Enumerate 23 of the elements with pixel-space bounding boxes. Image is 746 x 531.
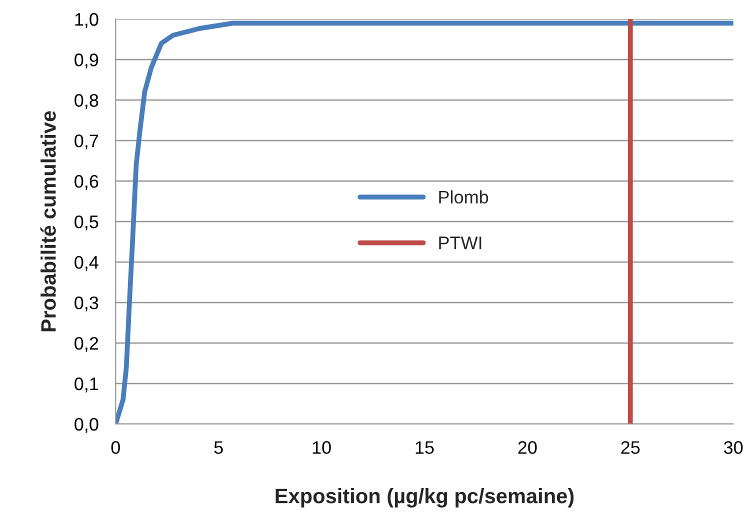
- legend-label: PTWI: [439, 236, 482, 250]
- line-series: [116, 20, 734, 424]
- y-tick-label: 0,6: [74, 175, 98, 190]
- x-tick-label: 10: [312, 441, 331, 454]
- y-tick-label: 0,5: [74, 215, 98, 230]
- y-tick-label: 0,3: [74, 296, 98, 312]
- y-axis-title: Probabilité cumulative: [40, 111, 56, 332]
- y-tick-label: 1,0: [75, 13, 98, 28]
- x-tick-label: 15: [416, 441, 434, 454]
- y-tick-label: 0,0: [74, 418, 98, 433]
- y-tick-label: 0,7: [74, 134, 98, 150]
- y-tick-label: 0,9: [74, 54, 98, 68]
- x-axis-title: Exposition (µg/kg pc/semaine): [276, 488, 574, 508]
- y-tick-label: 0,4: [74, 256, 98, 271]
- x-tick-label: 25: [621, 441, 640, 454]
- x-tick-label: 0: [111, 441, 120, 454]
- x-tick-label: 30: [724, 441, 743, 454]
- y-tick-label: 0,2: [74, 336, 98, 352]
- legend-label: Plomb: [439, 190, 488, 204]
- x-tick-label: 20: [518, 441, 537, 454]
- y-tick-label: 0,1: [74, 377, 98, 392]
- y-tick-label: 0,8: [74, 94, 98, 109]
- x-tick-label: 5: [214, 441, 223, 454]
